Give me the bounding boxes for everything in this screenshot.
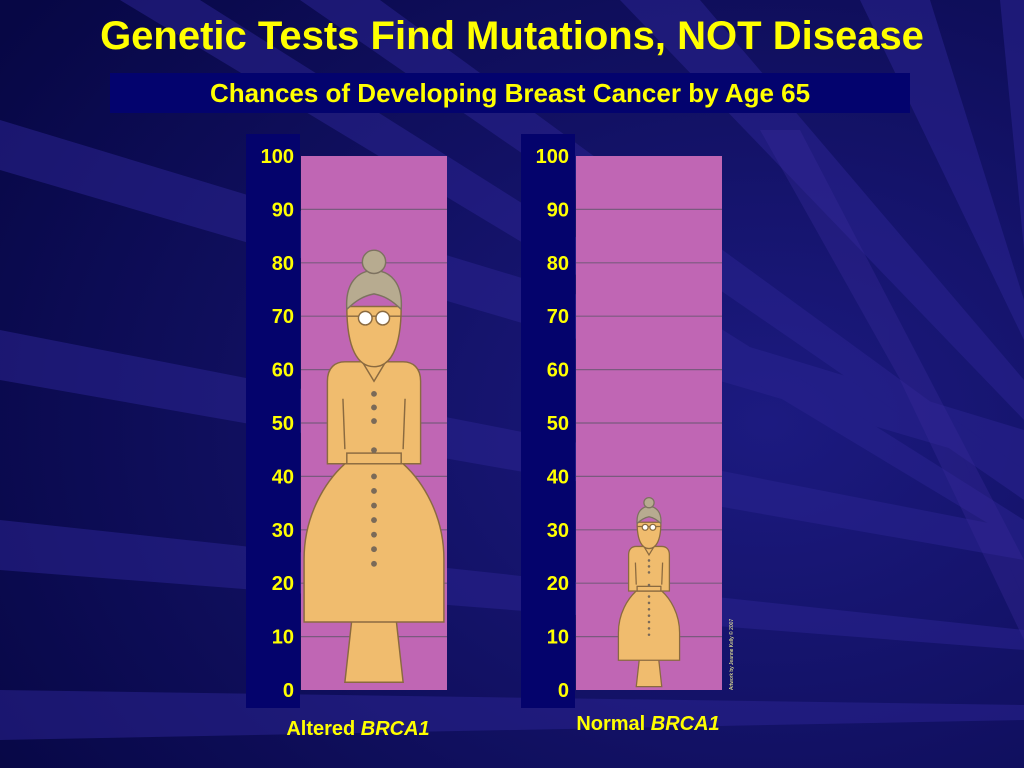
- figure-hair: [636, 505, 662, 525]
- figure-skirt: [303, 463, 445, 623]
- category-label: Altered BRCA1: [286, 718, 429, 740]
- artwork-credit: Artwork by Jeanne Kelly © 2007: [728, 619, 735, 690]
- figure-bun: [361, 249, 387, 275]
- panel-altered-brca1: 0 10 20 30 40 50 60 70 80 90 100 Altered BRCA1: [246, 134, 447, 740]
- glasses-right: [649, 523, 657, 531]
- y-tick-label: 100: [536, 146, 569, 168]
- y-tick-label: 90: [547, 199, 569, 221]
- y-tick-label: 0: [283, 680, 294, 702]
- y-tick-label: 0: [558, 680, 569, 702]
- category-label: Normal BRCA1: [576, 713, 719, 735]
- y-tick-label: 90: [272, 199, 294, 221]
- y-tick-label: 30: [272, 520, 294, 542]
- bar-mark: [303, 249, 445, 683]
- y-tick-label: 60: [272, 360, 294, 382]
- figure-belt: [346, 452, 402, 465]
- y-tick-label: 70: [272, 306, 294, 328]
- panel-normal-brca1: 0 10 20 30 40 50 60 70 80 90 100 Normal BRCA1: [521, 134, 722, 735]
- y-tick-label: 20: [272, 573, 294, 595]
- glasses-left: [357, 310, 373, 326]
- figure-skirt: [617, 590, 681, 661]
- figure-torso: [627, 545, 671, 592]
- y-tick-label: 20: [547, 573, 569, 595]
- figure-belt: [636, 585, 662, 592]
- y-tick-label: 50: [272, 413, 294, 435]
- y-tick-label: 10: [547, 627, 569, 649]
- y-tick-label: 60: [547, 360, 569, 382]
- figure-torso: [326, 361, 422, 465]
- slide-title: Genetic Tests Find Mutations, NOT Diseas…: [100, 14, 924, 58]
- axis-label-backing: [521, 134, 575, 708]
- y-tick-label: 50: [547, 413, 569, 435]
- figure-legs: [344, 611, 404, 683]
- chart-subtitle: Chances of Developing Breast Cancer by A…: [110, 73, 910, 113]
- y-tick-label: 40: [547, 466, 569, 488]
- y-tick-label: 80: [272, 253, 294, 275]
- y-tick-label: 80: [547, 253, 569, 275]
- y-tick-label: 10: [272, 627, 294, 649]
- y-tick-label: 70: [547, 306, 569, 328]
- glasses-right: [375, 310, 391, 326]
- axis-label-backing: [246, 134, 300, 708]
- glasses-left: [641, 523, 649, 531]
- y-tick-label: 100: [261, 146, 294, 168]
- y-tick-label: 40: [272, 466, 294, 488]
- y-tick-label: 30: [547, 520, 569, 542]
- bar-mark: [617, 496, 681, 688]
- figure-hair: [346, 269, 402, 312]
- figure-bun: [643, 496, 655, 509]
